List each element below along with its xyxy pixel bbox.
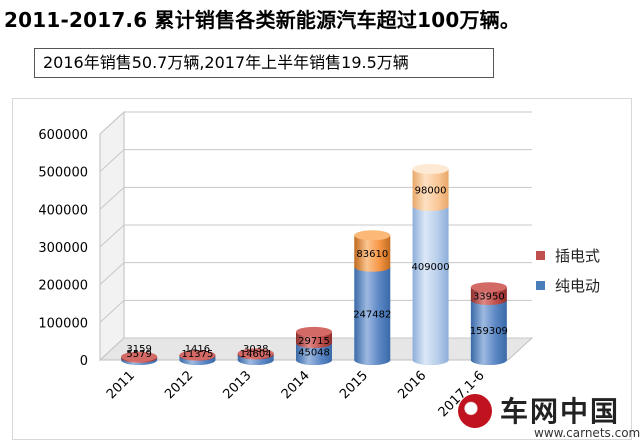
watermark-brand: 车网中国: [500, 395, 621, 428]
bar-top-cap: [470, 282, 507, 293]
bar-top-cap: [237, 348, 274, 359]
y-tick-label: 0: [80, 354, 88, 369]
data-label-phev: 98000: [415, 185, 447, 196]
bar-bev-bottom: [296, 355, 332, 365]
data-label-bev: 5579: [126, 349, 151, 360]
y-tick-label: 100000: [38, 316, 88, 331]
bar-bev-bottom: [470, 355, 507, 365]
x-tick-label: 2011: [104, 368, 138, 402]
bar-top-cap: [412, 164, 449, 175]
gridline: [99, 224, 532, 248]
x-tick-label: 2015: [337, 368, 371, 402]
bar-bev-bottom: [354, 355, 391, 365]
gridline: [99, 337, 532, 361]
data-label-phev: 29715: [298, 336, 330, 347]
x-tick-label: 2014: [279, 368, 313, 402]
gridline: [99, 299, 532, 323]
bar-bev-bottom: [412, 355, 449, 365]
watermark-url: www.carnets.com: [534, 426, 640, 440]
page-title: 2011-2017.6 累计销售各类新能源汽车超过100万辆。: [4, 8, 521, 32]
legend-label-phev: 插电式: [555, 246, 601, 265]
watermark: 车网中国 www.carnets.com: [452, 388, 640, 444]
data-label-bev: 45048: [298, 348, 330, 359]
legend-swatch-phev: [536, 250, 545, 260]
data-label-bev: 14604: [240, 349, 272, 360]
bar-bev: [354, 266, 391, 360]
gridline: [99, 262, 532, 286]
x-tick-label: 2012: [162, 368, 196, 402]
data-label-phev: 33950: [473, 292, 505, 303]
y-tick-label: 300000: [38, 241, 88, 256]
data-label-bev: 409000: [411, 262, 449, 273]
data-label-phev: 83610: [356, 249, 388, 260]
bar-bev: [412, 205, 449, 360]
data-label-bev: 159309: [470, 326, 508, 337]
bar-phev: [354, 235, 391, 267]
x-tick-label: 2016: [395, 368, 429, 402]
carnets-logo-icon: [454, 390, 496, 432]
legend-item-bev: 纯电动: [536, 274, 600, 296]
bar-phev: [412, 169, 449, 206]
chart-legend: 插电式 纯电动: [536, 244, 600, 304]
data-label-bev: 247482: [353, 309, 391, 320]
bar-top-cap: [179, 350, 216, 361]
bar-top-cap: [121, 351, 158, 362]
data-label-phev: 1416: [185, 344, 210, 355]
y-tick-label: 500000: [38, 166, 88, 181]
y-tick-label: 400000: [38, 203, 88, 218]
x-tick-label: 2013: [221, 368, 255, 402]
y-tick-label: 200000: [38, 279, 88, 294]
subtitle-box: 2016年销售50.7万辆,2017年上半年销售19.5万辆: [34, 48, 494, 78]
bar-top-cap: [296, 326, 332, 337]
y-tick-label: 600000: [38, 128, 88, 143]
data-label-bev: 11375: [182, 349, 214, 360]
gridline: [99, 111, 532, 135]
legend-swatch-bev: [536, 280, 545, 290]
legend-label-bev: 纯电动: [555, 276, 601, 295]
gridline: [99, 186, 532, 210]
subtitle-text: 2016年销售50.7万辆,2017年上半年销售19.5万辆: [43, 53, 409, 72]
bar-phev: [296, 331, 332, 344]
bar-bev: [470, 299, 507, 360]
data-label-phev: 3038: [243, 344, 268, 355]
data-label-phev: 3159: [126, 344, 151, 355]
bar-top-cap: [354, 230, 391, 241]
legend-item-phev: 插电式: [536, 244, 600, 266]
gridline: [99, 149, 532, 173]
